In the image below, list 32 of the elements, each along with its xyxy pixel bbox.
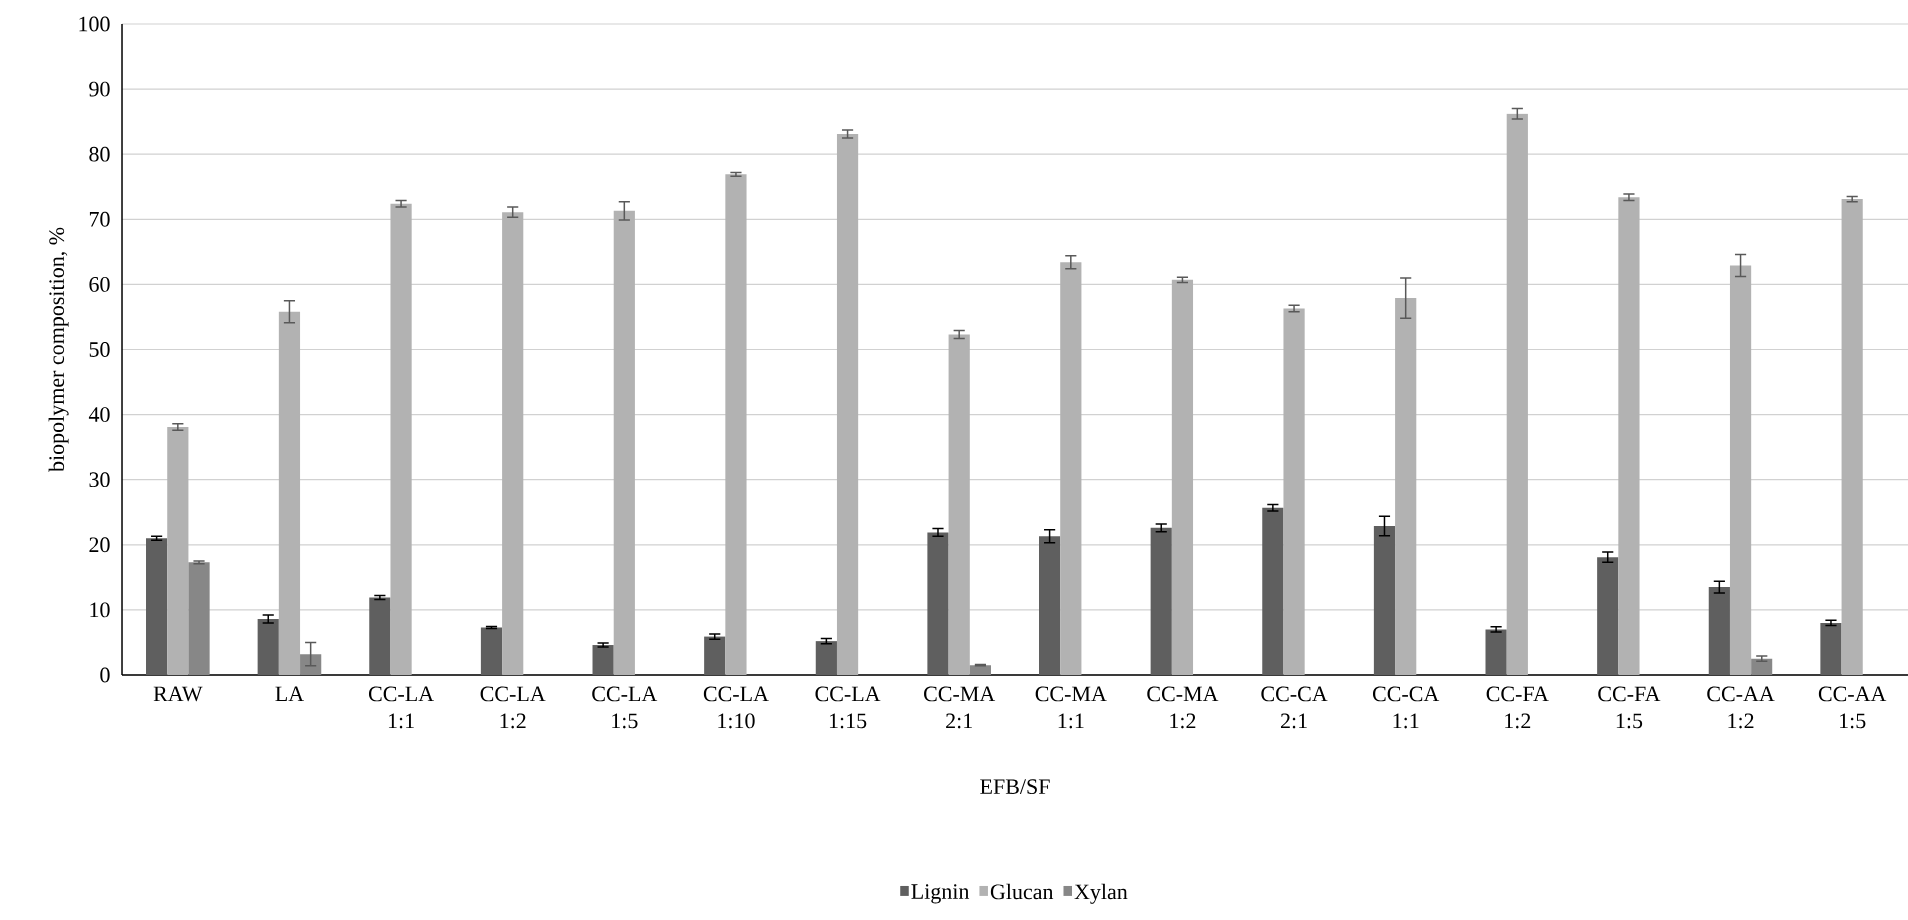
legend-label: Glucan — [990, 883, 1054, 900]
x-tick-label: CC-LA 1:2 — [480, 686, 546, 729]
x-tick-label: CC-AA 1:5 — [1818, 686, 1887, 729]
x-tick-label: CC-LA 1:15 — [815, 686, 881, 729]
y-tick-label: 30 — [89, 472, 110, 488]
x-tick-label: CC-CA 1:1 — [1372, 686, 1440, 729]
y-axis-title: biopolymer composition, % — [48, 227, 69, 472]
x-tick-label: CC-MA 1:1 — [1035, 686, 1107, 729]
y-tick-label: 20 — [89, 537, 110, 553]
x-tick-label: CC-MA 2:1 — [924, 686, 996, 729]
y-tick-label: 10 — [90, 602, 110, 618]
y-tick-label: 70 — [89, 211, 110, 227]
y-tick-label: 50 — [89, 342, 110, 357]
x-tick-label: CC-FA 1:5 — [1598, 686, 1661, 729]
y-tick-label: 0 — [100, 667, 110, 683]
x-tick-label: CC-MA 1:2 — [1147, 686, 1219, 729]
x-tick-label: CC-AA 1:2 — [1707, 686, 1775, 729]
x-tick-label: CC-LA 1:5 — [592, 686, 658, 729]
y-tick-label: 80 — [89, 146, 110, 162]
x-tick-label: CC-FA 1:2 — [1486, 686, 1549, 729]
y-tick-label: 40 — [88, 407, 110, 423]
legend-label: Lignin — [911, 884, 970, 904]
x-tick-label: LA — [275, 686, 304, 702]
legend-label: Xylan — [1074, 883, 1128, 904]
x-tick-label: CC-LA 1:1 — [368, 686, 434, 729]
y-tick-label: 90 — [89, 81, 110, 97]
x-tick-label: CC-LA 1:10 — [703, 686, 769, 729]
x-tick-label: RAW — [153, 686, 203, 702]
y-tick-label: 100 — [79, 16, 110, 32]
x-axis-title: EFB/SF — [980, 779, 1050, 795]
x-tick-label: CC-CA 2:1 — [1261, 686, 1328, 729]
y-tick-label: 60 — [89, 276, 110, 292]
